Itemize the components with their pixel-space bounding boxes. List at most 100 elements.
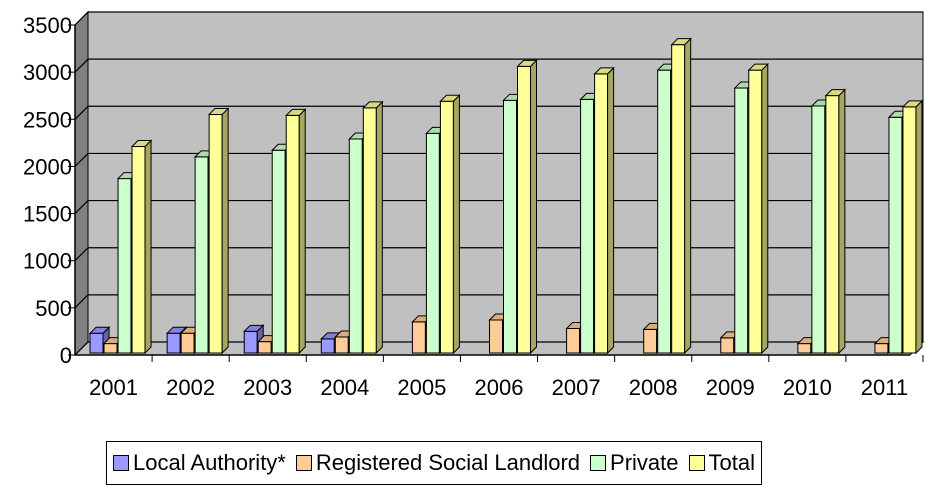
legend-item: Registered Social Landlord xyxy=(295,450,581,476)
bar-side xyxy=(684,37,692,355)
bar-front xyxy=(208,113,223,354)
bar-front xyxy=(334,336,349,354)
legend: Local Authority* Registered Social Landlo… xyxy=(105,441,763,485)
bar-front xyxy=(643,328,658,354)
legend-label: Total xyxy=(708,450,756,475)
y-tick-label: 500 xyxy=(35,296,72,321)
bar-side xyxy=(144,139,152,355)
x-tick-label: 2003 xyxy=(243,375,292,400)
y-tick-label: 1000 xyxy=(23,249,72,274)
gridline xyxy=(74,199,923,214)
axes xyxy=(68,24,924,362)
bar-front xyxy=(425,132,440,354)
x-tick-label: 2006 xyxy=(475,375,524,400)
bar-side xyxy=(607,66,615,355)
bar-side xyxy=(221,107,229,355)
gridlines xyxy=(74,11,923,356)
bar xyxy=(516,59,538,355)
legend-item: Local Authority* xyxy=(112,450,286,476)
gridline xyxy=(74,152,923,167)
bars xyxy=(88,37,924,355)
bar-front xyxy=(874,343,889,354)
bar-top xyxy=(747,63,769,71)
bar-front xyxy=(748,69,763,354)
bar-front xyxy=(257,341,272,354)
bar-front xyxy=(362,107,377,354)
bar-front xyxy=(103,343,118,354)
x-tick-label: 2005 xyxy=(397,375,446,400)
bar-front xyxy=(720,337,735,354)
bar-front xyxy=(89,332,104,354)
legend-label: Local Authority* xyxy=(132,450,286,475)
bar xyxy=(130,139,153,355)
bar-front xyxy=(902,106,917,354)
bar-front xyxy=(489,319,503,354)
legend-swatch xyxy=(688,455,705,471)
bar-top xyxy=(901,100,924,108)
bar-front xyxy=(734,87,749,354)
bar-front xyxy=(320,338,335,354)
bar-front xyxy=(166,332,181,354)
bar-front xyxy=(411,321,426,354)
bar xyxy=(593,66,615,355)
gridline xyxy=(74,105,923,120)
bar-side xyxy=(761,62,769,355)
legend-item: Total xyxy=(688,450,756,476)
bar xyxy=(747,62,769,355)
bar-front xyxy=(811,105,826,354)
y-tick-label: 2000 xyxy=(23,154,72,179)
legend-label: Registered Social Landlord xyxy=(315,450,581,475)
x-tick-label: 2010 xyxy=(783,375,832,400)
legend-swatch xyxy=(295,455,312,471)
y-tick-label: 3500 xyxy=(23,13,72,38)
bar-top xyxy=(130,140,153,148)
bar-front xyxy=(194,156,209,354)
gridline xyxy=(74,294,923,309)
bar-front xyxy=(566,327,581,354)
x-tick-label: 2009 xyxy=(706,375,755,400)
bar-side xyxy=(298,108,306,355)
bar-top xyxy=(593,67,615,75)
y-tick-labels: 0 500 1000 1500 2000 2500 3000 3500 xyxy=(23,13,72,368)
x-tick-label: 2008 xyxy=(629,375,678,400)
bar-front xyxy=(117,178,132,354)
bar-top xyxy=(165,326,188,334)
bar-top xyxy=(670,38,692,46)
bar-side xyxy=(375,100,383,355)
bar-front xyxy=(517,65,531,354)
bar-front xyxy=(825,95,840,354)
bar-top xyxy=(243,324,265,332)
x-tick-label: 2007 xyxy=(552,375,601,400)
bar xyxy=(207,107,230,355)
y-tick-label: 3000 xyxy=(23,60,72,85)
bar-top xyxy=(516,59,538,67)
bar xyxy=(362,100,384,355)
bar-front xyxy=(131,146,146,354)
bar-top xyxy=(88,326,111,334)
bar-top xyxy=(285,108,307,116)
legend-label: Private xyxy=(610,450,679,475)
bar-front xyxy=(671,44,686,354)
gridline xyxy=(74,247,923,262)
bar-side xyxy=(915,99,923,355)
x-tick-label: 2011 xyxy=(861,375,908,400)
bar-front xyxy=(580,98,595,354)
bar-front xyxy=(888,116,903,354)
bar xyxy=(824,88,847,355)
bar xyxy=(439,94,461,355)
bar-front xyxy=(797,343,812,354)
bar-top xyxy=(439,94,461,102)
bar-front xyxy=(439,100,454,354)
side-wall xyxy=(74,10,89,357)
gridline xyxy=(74,11,923,26)
legend-swatch xyxy=(112,455,129,471)
y-tick-label: 2500 xyxy=(23,107,72,132)
bar xyxy=(901,99,924,355)
bar-front xyxy=(594,73,609,354)
bar-front xyxy=(180,332,195,354)
x-tick-labels: 2001 2002 2003 2004 2005 2006 2007 2008 2009 2010… xyxy=(89,375,908,400)
y-tick-label: 0 xyxy=(60,343,72,368)
bar-front xyxy=(285,114,300,354)
x-tick-label: 2002 xyxy=(166,375,215,400)
